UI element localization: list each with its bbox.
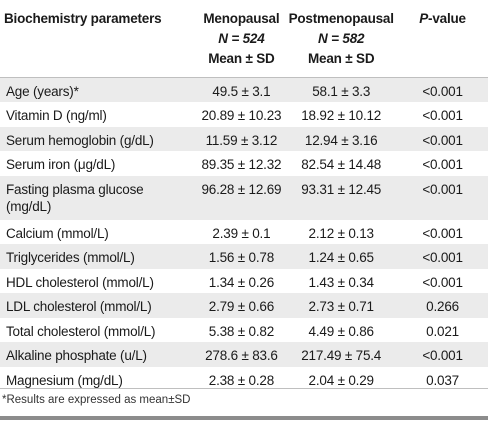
menopausal-cell: 2.79 ± 0.66 (208, 299, 275, 314)
p-value-cell: 0.037 (426, 372, 459, 388)
p-value-cell: 0.266 (426, 299, 459, 314)
table-row: LDL cholesterol (mmol/L) 2.79 ± 0.66 2.7… (0, 293, 488, 318)
menopausal-cell: 49.5 ± 3.1 (212, 84, 271, 99)
header-menopausal: Menopausal N = 524 Mean ± SD (197, 0, 286, 78)
postmenopausal-cell: 2.12 ± 0.13 (308, 225, 374, 241)
menopausal-cell: 11.59 ± 3.12 (205, 132, 278, 148)
table-row: Triglycerides (mmol/L) 1.56 ± 0.78 1.24 … (0, 244, 488, 269)
table-row: Serum hemoglobin (g/dL) 11.59 ± 3.12 12.… (0, 126, 488, 151)
bottom-bar (0, 416, 488, 420)
p-value-cell: <0.001 (422, 157, 463, 172)
menopausal-cell: 20.89 ± 10.23 (201, 108, 282, 123)
p-value-cell: <0.001 (422, 348, 463, 363)
menopausal-cell: 1.34 ± 0.26 (208, 274, 275, 290)
param-cell: Fasting plasma glucose (mg/dL) (0, 176, 198, 220)
param-cell: Triglycerides (mmol/L) (6, 250, 135, 265)
postmenopausal-cell: 58.1 ± 3.3 (312, 84, 371, 99)
param-cell: HDL cholesterol (mmol/L) (6, 274, 154, 290)
table-row: HDL cholesterol (mmol/L) 1.34 ± 0.26 1.4… (0, 268, 488, 293)
table-row: Magnesium (mg/dL) 2.38 ± 0.28 2.04 ± 0.2… (0, 366, 488, 391)
param-cell: LDL cholesterol (mmol/L) (6, 299, 152, 314)
menopausal-cell: 1.56 ± 0.78 (208, 250, 275, 265)
param-cell: Magnesium (mg/dL) (6, 372, 123, 388)
postmenopausal-cell: 2.04 ± 0.29 (308, 372, 374, 388)
header-p-value: P-value (397, 0, 488, 78)
menopausal-cell: 2.38 ± 0.28 (208, 372, 275, 388)
postmenopausal-cell: 82.54 ± 14.48 (301, 157, 382, 172)
param-cell: Age (years)* (6, 84, 79, 99)
param-cell: Alkaline phosphate (u/L) (6, 348, 147, 363)
postmenopausal-cell: 1.43 ± 0.34 (308, 274, 374, 290)
footnote: *Results are expressed as mean±SD (2, 394, 191, 406)
p-value-cell: <0.001 (422, 250, 463, 265)
table-bottom-rule (0, 388, 488, 389)
menopausal-cell: 5.38 ± 0.82 (208, 323, 275, 339)
postmenopausal-cell: 93.31 ± 12.45 (301, 181, 382, 197)
postmenopausal-cell: 4.49 ± 0.86 (308, 323, 374, 339)
p-value-cell: <0.001 (422, 132, 463, 148)
postmenopausal-cell: 217.49 ± 75.4 (301, 348, 382, 363)
p-value-cell: <0.001 (422, 225, 463, 241)
table-row: Age (years)* 49.5 ± 3.1 58.1 ± 3.3 <0.00… (0, 77, 488, 102)
param-cell: Serum hemoglobin (g/dL) (6, 132, 154, 148)
postmenopausal-cell: 2.73 ± 0.71 (308, 299, 374, 314)
table-row: Vitamin D (ng/ml) 20.89 ± 10.23 18.92 ± … (0, 102, 488, 127)
param-line: Fasting plasma glucose (6, 181, 144, 197)
postmenopausal-cell: 18.92 ± 10.12 (301, 108, 382, 123)
menopausal-cell: 278.6 ± 83.6 (205, 348, 278, 363)
menopausal-cell: 2.39 ± 0.1 (212, 225, 271, 241)
param-cell: Vitamin D (ng/ml) (6, 108, 107, 123)
p-value-cell: <0.001 (422, 108, 463, 123)
p-value-cell: <0.001 (422, 274, 463, 290)
table-row: Calcium (mmol/L) 2.39 ± 0.1 2.12 ± 0.13 … (0, 219, 488, 244)
table-row: Serum iron (μg/dL) 89.35 ± 12.32 82.54 ±… (0, 151, 488, 176)
header-postmenopausal: Postmenopausal N = 582 Mean ± SD (285, 0, 398, 78)
param-cell: Serum iron (μg/dL) (6, 157, 116, 172)
p-value-cell: <0.001 (422, 84, 463, 99)
p-value-cell: <0.001 (422, 181, 463, 197)
table-row: Fasting plasma glucose (mg/dL) 96.28 ± 1… (0, 175, 488, 220)
postmenopausal-cell: 12.94 ± 3.16 (304, 132, 378, 148)
menopausal-cell: 89.35 ± 12.32 (201, 157, 282, 172)
param-cell: Calcium (mmol/L) (6, 225, 109, 241)
biochemistry-table: Biochemistry parameters Menopausal N = 5… (0, 0, 488, 391)
table-header-row: Biochemistry parameters Menopausal N = 5… (0, 0, 488, 78)
param-line: (mg/dL) (6, 198, 52, 214)
postmenopausal-cell: 1.24 ± 0.65 (308, 250, 374, 265)
param-cell: Total cholesterol (mmol/L) (6, 323, 156, 339)
table-row: Alkaline phosphate (u/L) 278.6 ± 83.6 21… (0, 342, 488, 367)
table-row: Total cholesterol (mmol/L) 5.38 ± 0.82 4… (0, 317, 488, 342)
header-parameters: Biochemistry parameters (0, 0, 198, 78)
p-value-cell: 0.021 (426, 323, 459, 339)
menopausal-cell: 96.28 ± 12.69 (201, 181, 282, 197)
